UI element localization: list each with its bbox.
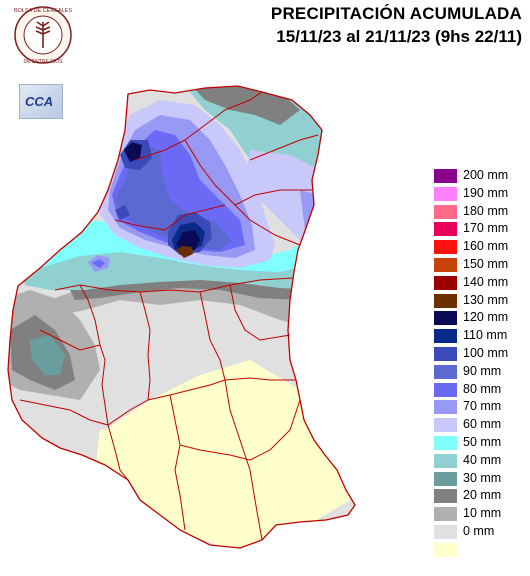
legend-swatch <box>434 257 457 272</box>
legend-label: 0 mm <box>463 523 495 538</box>
map-title: PRECIPITACIÓN ACUMULADA <box>270 4 522 23</box>
legend-label: 40 mm <box>463 452 502 467</box>
legend-swatch <box>434 222 457 237</box>
legend-label: 10 mm <box>463 506 502 521</box>
legend-label: 20 mm <box>463 488 502 503</box>
legend-label: 120 mm <box>463 310 509 325</box>
legend-swatch <box>434 186 457 201</box>
legend-swatch <box>434 418 457 433</box>
legend-label: 80 mm <box>463 381 502 396</box>
legend-swatch <box>434 293 457 308</box>
legend-label: 150 mm <box>463 256 509 271</box>
legend-swatch <box>434 275 457 290</box>
legend-label: 140 mm <box>463 274 509 289</box>
svg-text:DE ENTRE RIOS: DE ENTRE RIOS <box>24 59 64 65</box>
legend-swatch <box>434 364 457 379</box>
legend-swatch <box>434 524 457 539</box>
cca-logo-text: CCA <box>25 94 54 109</box>
legend-label: 130 mm <box>463 292 509 307</box>
legend-label: 110 mm <box>463 328 508 343</box>
map-date-range: 15/11/23 al 21/11/23 (9hs 22/11) <box>276 27 522 46</box>
svg-text:BOLSA DE CEREALES: BOLSA DE CEREALES <box>14 8 72 14</box>
legend-label: 180 mm <box>463 203 509 218</box>
legend-swatch <box>434 435 457 450</box>
legend-label: 170 mm <box>463 221 509 236</box>
legend-label: 60 mm <box>463 417 502 432</box>
legend-label: 30 mm <box>463 470 502 485</box>
legend-label: 200 mm <box>463 168 509 182</box>
legend-swatch <box>434 382 457 397</box>
legend-swatch <box>434 311 457 326</box>
legend-swatch <box>434 507 457 522</box>
legend-label: 160 mm <box>463 239 509 254</box>
legend-label: 50 mm <box>463 434 502 449</box>
legend-swatch <box>434 542 457 557</box>
legend-swatch <box>434 346 457 361</box>
legend-label: 190 mm <box>463 185 509 200</box>
legend-swatch <box>434 204 457 219</box>
legend-swatch <box>434 169 457 183</box>
legend-swatch <box>434 329 457 344</box>
legend-swatch <box>434 400 457 415</box>
legend-label: 90 mm <box>463 363 502 378</box>
legend-label: 70 mm <box>463 399 502 414</box>
legend-swatch <box>434 240 457 255</box>
legend-swatch <box>434 453 457 468</box>
legend-label: 100 mm <box>463 345 509 360</box>
bolsa-cereales-logo: BOLSA DE CEREALES DE ENTRE RIOS <box>14 6 72 65</box>
legend-swatch <box>434 471 457 486</box>
legend-swatch <box>434 489 457 504</box>
cca-logo: CCA <box>19 84 63 119</box>
